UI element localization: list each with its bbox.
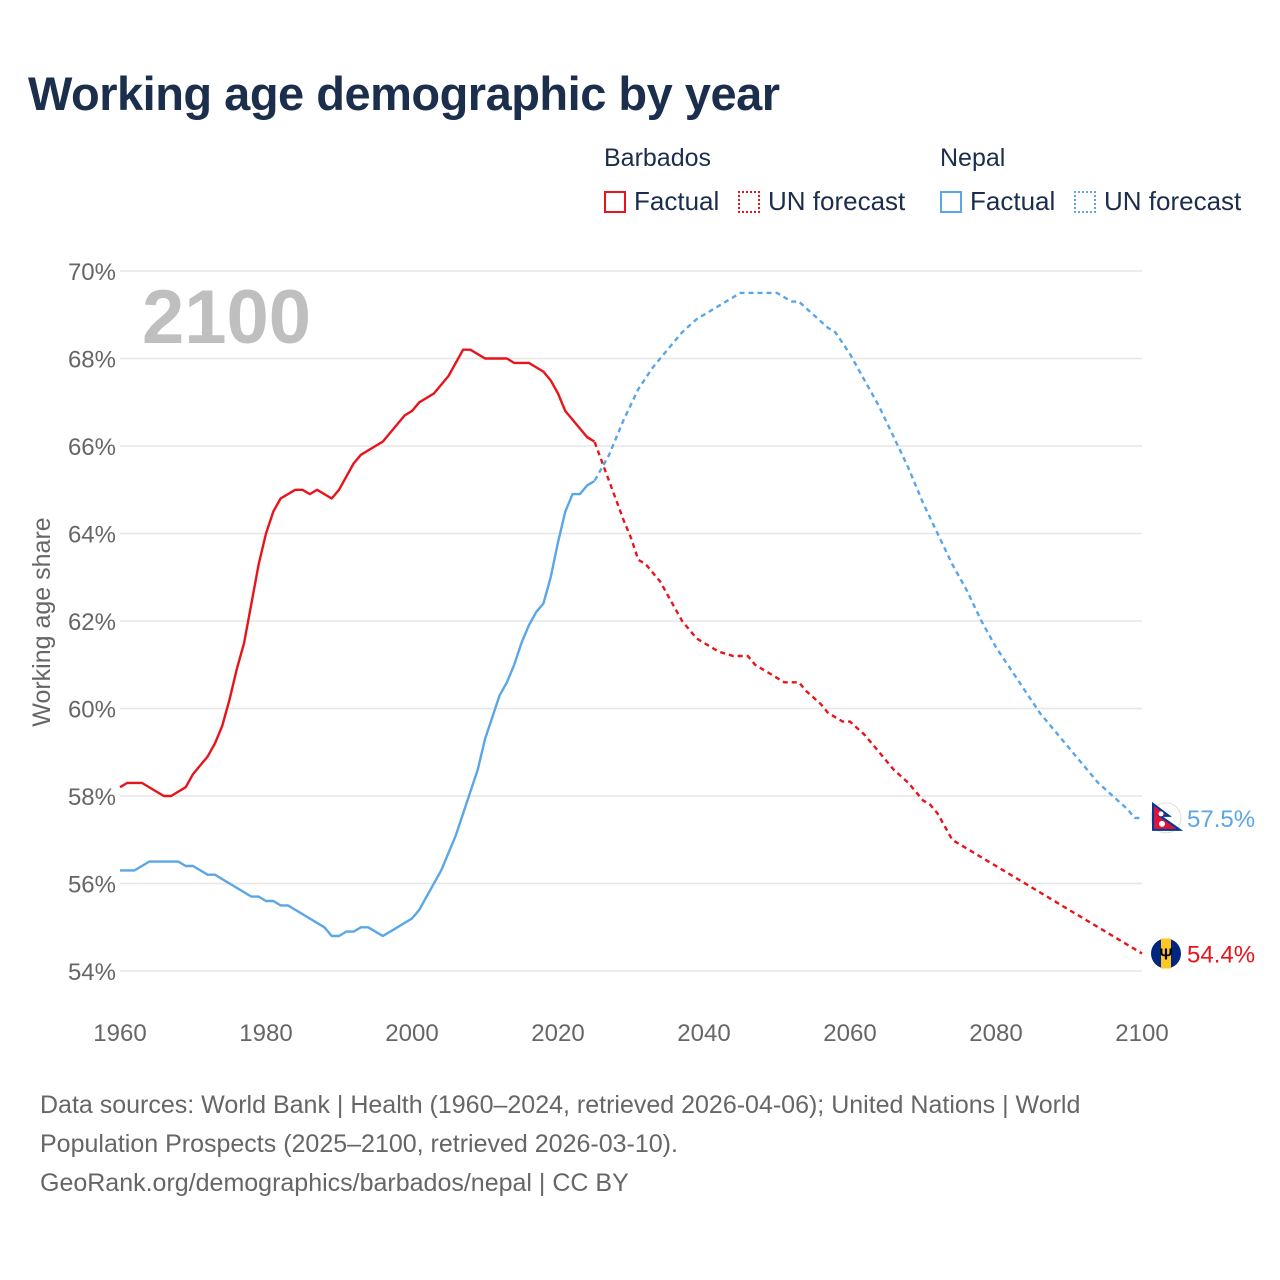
nepal-flag-icon [1150,801,1184,834]
barbados-factual-line [119,348,596,798]
chart-title: Working age demographic by year [28,67,780,120]
footer-sources-line: Population Prospects (2025–2100, retriev… [40,1130,678,1158]
x-tick-label: 2100 [1115,1020,1168,1047]
x-tick-label: 2000 [385,1020,438,1047]
solid-swatch-icon [940,190,962,213]
y-tick-label: 66% [68,434,116,461]
y-tick-label: 58% [68,784,116,811]
legend-item-label: Factual [634,186,720,216]
x-tick-label: 1980 [239,1020,292,1047]
line-chart: 54% 56% 58% 60% 62% 64% 66% 68% 70% 1960 1980 2000… [28,259,1255,1047]
year-watermark: 2100 [142,275,311,360]
flag-band [1161,938,1171,969]
nepal-factual-line [120,479,596,938]
y-tick-label: 68% [68,347,116,374]
footer-credit-link[interactable]: GeoRank.org/demographics/barbados/nepal … [40,1169,629,1197]
y-tick-label: 64% [68,522,116,549]
nepal-end-value-label: 57.5% [1187,806,1255,833]
legend-item-label: Factual [970,186,1056,216]
x-tick-label: 1960 [93,1020,146,1047]
y-tick-label: 54% [68,959,116,986]
barbados-forecast-line [586,436,1143,955]
nepal-forecast-line [586,291,1142,820]
y-tick-label: 56% [68,872,116,899]
x-tick-label: 2080 [969,1020,1022,1047]
y-axis-label: Working age share [28,517,56,726]
y-tick-label: 62% [68,609,116,636]
footer-sources-line: Data sources: World Bank | Health (1960–… [40,1091,1081,1119]
legend-item-nepal-forecast[interactable]: UN forecast [1074,186,1241,217]
legend-group-label: Barbados [604,144,712,172]
legend-item-nepal-factual[interactable]: Factual [940,186,1055,217]
barbados-end-value-label: 54.4% [1187,942,1255,969]
solid-swatch-icon [604,190,626,213]
footer: Data sources: World Bank | Health (1960–… [40,1086,1190,1203]
y-tick-label: 70% [68,259,116,286]
dotted-swatch-icon [1074,190,1096,213]
y-tick-label: 60% [68,697,116,724]
flag-sun [1159,820,1165,827]
flag-moon [1158,811,1164,817]
x-tick-label: 2040 [677,1020,730,1047]
legend-item-label: UN forecast [768,186,906,216]
legend-item-label: UN forecast [1104,186,1242,216]
legend-item-barbados-forecast[interactable]: UN forecast [738,186,905,217]
legend-item-barbados-factual[interactable]: Factual [604,186,719,217]
x-tick-label: 2020 [531,1020,584,1047]
legend-group-label: Nepal [940,144,1006,172]
barbados-flag-icon: Ψ [1151,938,1181,969]
x-tick-label: 2060 [823,1020,876,1047]
trident-glyph: Ψ [1160,947,1173,964]
dotted-swatch-icon [738,190,760,213]
